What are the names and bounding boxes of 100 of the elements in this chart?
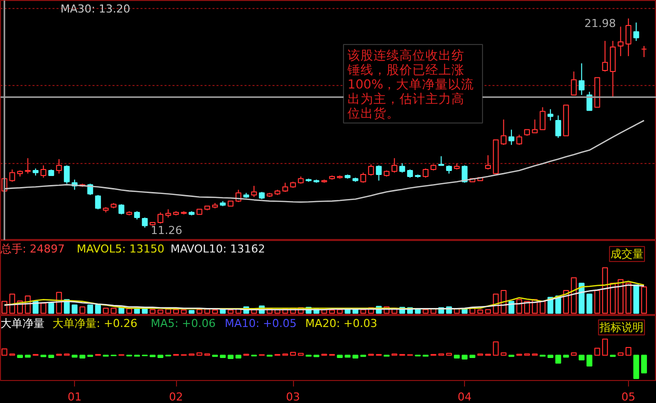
candlestick (95, 194, 101, 210)
candlestick (602, 40, 608, 72)
candlestick (376, 164, 382, 182)
candlestick (40, 164, 46, 178)
bar (118, 307, 124, 314)
bar (633, 354, 640, 380)
bar (485, 309, 491, 314)
candlestick (282, 182, 288, 192)
bar (336, 354, 343, 358)
bar (555, 354, 562, 364)
annotation: 该股连续高位收出纺锤线，股价已经上涨100%，大单净量以流出为主，估计主力高位出货。 (346, 48, 474, 120)
bar (578, 354, 585, 360)
bar (602, 267, 608, 314)
text: MAVOL5: 13150 (76, 242, 164, 256)
bar (102, 308, 109, 314)
text: MA20: +0.03 (305, 316, 378, 330)
candlestick (532, 119, 538, 134)
text: 成交量 (610, 248, 644, 260)
bar (196, 352, 202, 356)
candlestick (368, 164, 374, 176)
candlestick (399, 162, 406, 174)
bar (641, 354, 647, 374)
bar (626, 347, 632, 356)
candlestick (555, 114, 562, 138)
bar (56, 292, 62, 314)
annotation: 21.98 (584, 16, 616, 30)
x-tick-label: 02 (169, 390, 184, 403)
bar (602, 338, 608, 356)
text: 总手: 24897 (0, 242, 65, 256)
text: MAVOL10: 13162 (170, 242, 266, 256)
candlestick (118, 204, 124, 215)
bar (95, 304, 101, 314)
candlestick (548, 108, 554, 121)
candlestick (24, 158, 31, 174)
bar (594, 290, 600, 314)
annotation: MA30: 13.20 (60, 2, 130, 16)
text: MA10: +0.05 (224, 316, 297, 330)
text: 指标说明 (598, 320, 644, 334)
bar (469, 354, 476, 358)
bar (352, 354, 358, 359)
bar (72, 304, 78, 314)
bar (586, 294, 592, 314)
candlestick (516, 134, 522, 146)
x-tick-label: 03 (286, 390, 300, 403)
text: 大单净量: +0.26 (52, 316, 138, 330)
bar (157, 310, 164, 314)
candlestick (251, 185, 257, 198)
bar (500, 352, 507, 356)
bar (540, 300, 546, 314)
annotation: 11.26 (150, 224, 182, 238)
text: MA5: +0.06 (150, 316, 216, 330)
bar (220, 354, 226, 358)
candlestick (578, 62, 585, 96)
bar (462, 354, 468, 360)
bar (594, 348, 600, 356)
candlestick (485, 154, 491, 170)
candlestick (422, 168, 429, 178)
text: 大单净量 (0, 316, 44, 330)
candlestick (438, 156, 444, 166)
bar (188, 310, 195, 314)
bar (150, 309, 156, 314)
bar (586, 354, 592, 366)
x-tick-label: 04 (458, 390, 472, 403)
bar (228, 354, 234, 359)
bar (40, 302, 46, 314)
bar (48, 302, 54, 314)
candlestick (500, 119, 507, 146)
candlestick (540, 106, 546, 130)
candlestick (157, 212, 164, 224)
candlestick (508, 129, 514, 146)
bar (618, 352, 624, 356)
bar (48, 354, 54, 358)
candlestick (9, 168, 16, 182)
bar (454, 354, 460, 359)
bar (79, 306, 86, 314)
bar (626, 282, 632, 314)
bar (548, 354, 554, 358)
candlestick (64, 164, 70, 184)
x-tick-label: 05 (621, 390, 636, 403)
x-tick-label: 01 (68, 390, 82, 403)
bar (492, 341, 499, 356)
bar (110, 308, 117, 314)
bar (235, 354, 242, 359)
bar (79, 354, 86, 359)
bar (290, 352, 296, 356)
bar (157, 354, 164, 358)
bar (641, 286, 647, 314)
bar (17, 354, 23, 358)
candlestick (633, 22, 640, 42)
bar (633, 284, 640, 314)
bar (578, 282, 585, 314)
bar (1, 300, 8, 314)
candlestick (586, 91, 592, 111)
bar (196, 309, 202, 314)
candlestick (391, 158, 398, 174)
candlestick (618, 26, 624, 57)
bar (180, 310, 187, 314)
candlestick (142, 216, 148, 228)
candlestick (641, 45, 647, 58)
candlestick (626, 18, 632, 57)
